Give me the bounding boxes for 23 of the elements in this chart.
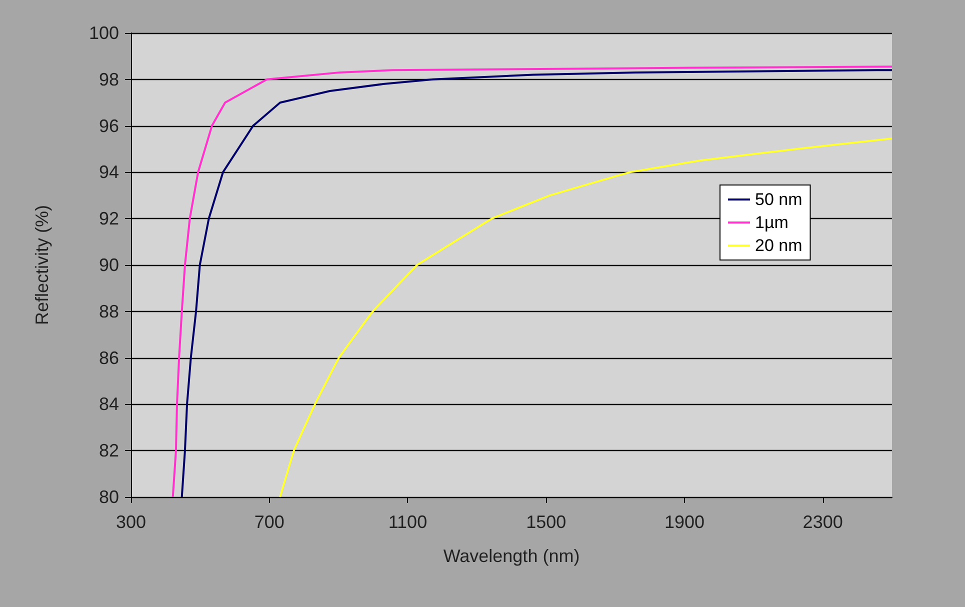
x-tick-label: 1900 — [664, 512, 704, 532]
legend-label: 20 nm — [755, 236, 802, 255]
y-tick-label: 86 — [98, 348, 119, 368]
y-tick-label: 82 — [98, 440, 119, 461]
y-tick-label: 90 — [98, 255, 119, 275]
line-series — [279, 138, 893, 498]
legend-label: 50 nm — [755, 190, 802, 209]
x-axis-title: Wavelength (nm) — [443, 546, 580, 566]
x-tick-label: 700 — [254, 512, 284, 532]
y-tick-label: 94 — [98, 162, 119, 182]
y-tick-label: 84 — [98, 394, 119, 414]
y-tick-label: 92 — [98, 208, 119, 229]
y-axis-title: Reflectivity (%) — [32, 204, 52, 326]
y-tick-label: 100 — [88, 23, 119, 43]
x-tick-label: 300 — [116, 512, 146, 532]
x-tick-label: 1100 — [388, 512, 428, 532]
y-tick-label: 98 — [98, 69, 119, 90]
x-tick-label: 1500 — [526, 512, 566, 532]
y-tick-label: 80 — [98, 487, 119, 507]
y-tick-label: 88 — [98, 301, 119, 322]
y-tick-label: 96 — [98, 116, 119, 136]
x-tick-label: 2300 — [802, 512, 843, 532]
legend-label: 1µm — [755, 213, 788, 232]
